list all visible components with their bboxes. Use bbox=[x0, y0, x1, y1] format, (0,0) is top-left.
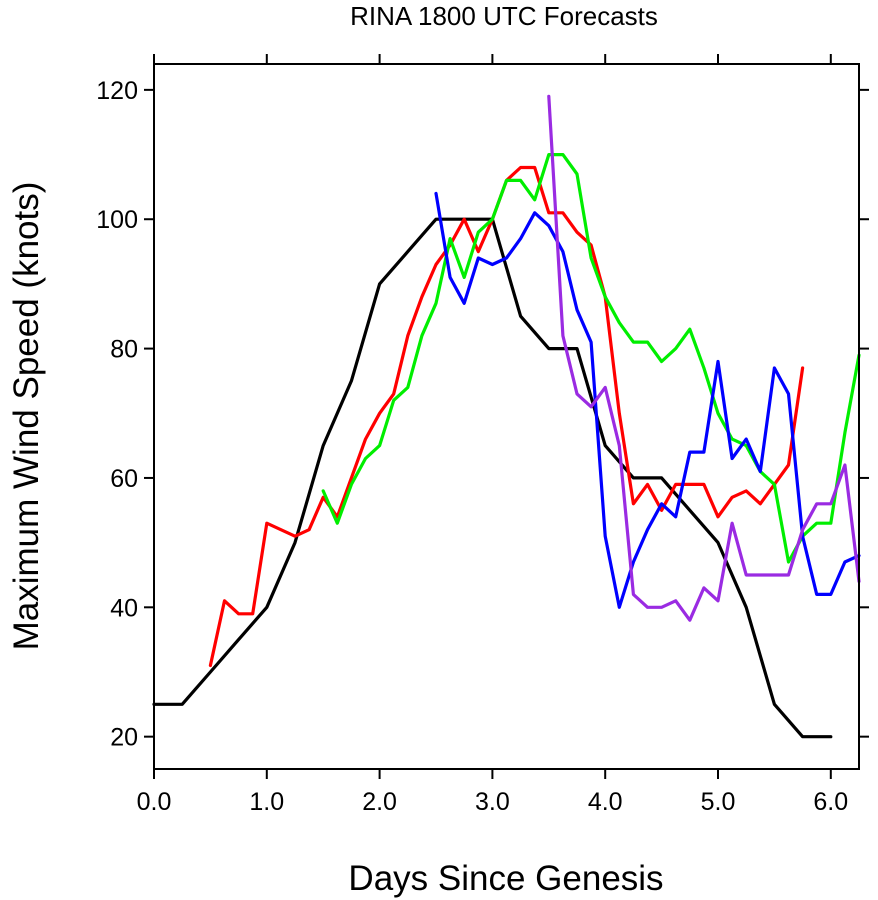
chart-title: RINA 1800 UTC Forecasts bbox=[350, 1, 658, 31]
x-axis-title: Days Since Genesis bbox=[348, 859, 663, 898]
x-tick-label: 3.0 bbox=[475, 788, 510, 816]
series-line-forecast-red bbox=[208, 165, 805, 668]
y-axis-title: Maximum Wind Speed (knots) bbox=[7, 182, 46, 651]
y-tick-label: 80 bbox=[110, 336, 138, 364]
x-tick-label: 5.0 bbox=[701, 788, 736, 816]
y-tick-label: 40 bbox=[110, 594, 138, 622]
x-tick-label: 2.0 bbox=[362, 788, 397, 816]
x-tick-label: 6.0 bbox=[813, 788, 848, 816]
plot-frame bbox=[153, 63, 860, 770]
y-tick-label: 120 bbox=[96, 77, 138, 105]
x-tick-label: 4.0 bbox=[588, 788, 623, 816]
y-tick-label: 60 bbox=[110, 465, 138, 493]
x-tick-label: 0.0 bbox=[137, 788, 172, 816]
series-line-forecast-purple bbox=[547, 94, 861, 622]
x-tick-label: 1.0 bbox=[249, 788, 284, 816]
y-tick-label: 20 bbox=[110, 724, 138, 752]
series-line-forecast-blue bbox=[434, 191, 861, 609]
series-line-best-track bbox=[152, 217, 833, 739]
y-tick-label: 100 bbox=[96, 206, 138, 234]
series-line-forecast-green bbox=[321, 153, 861, 564]
